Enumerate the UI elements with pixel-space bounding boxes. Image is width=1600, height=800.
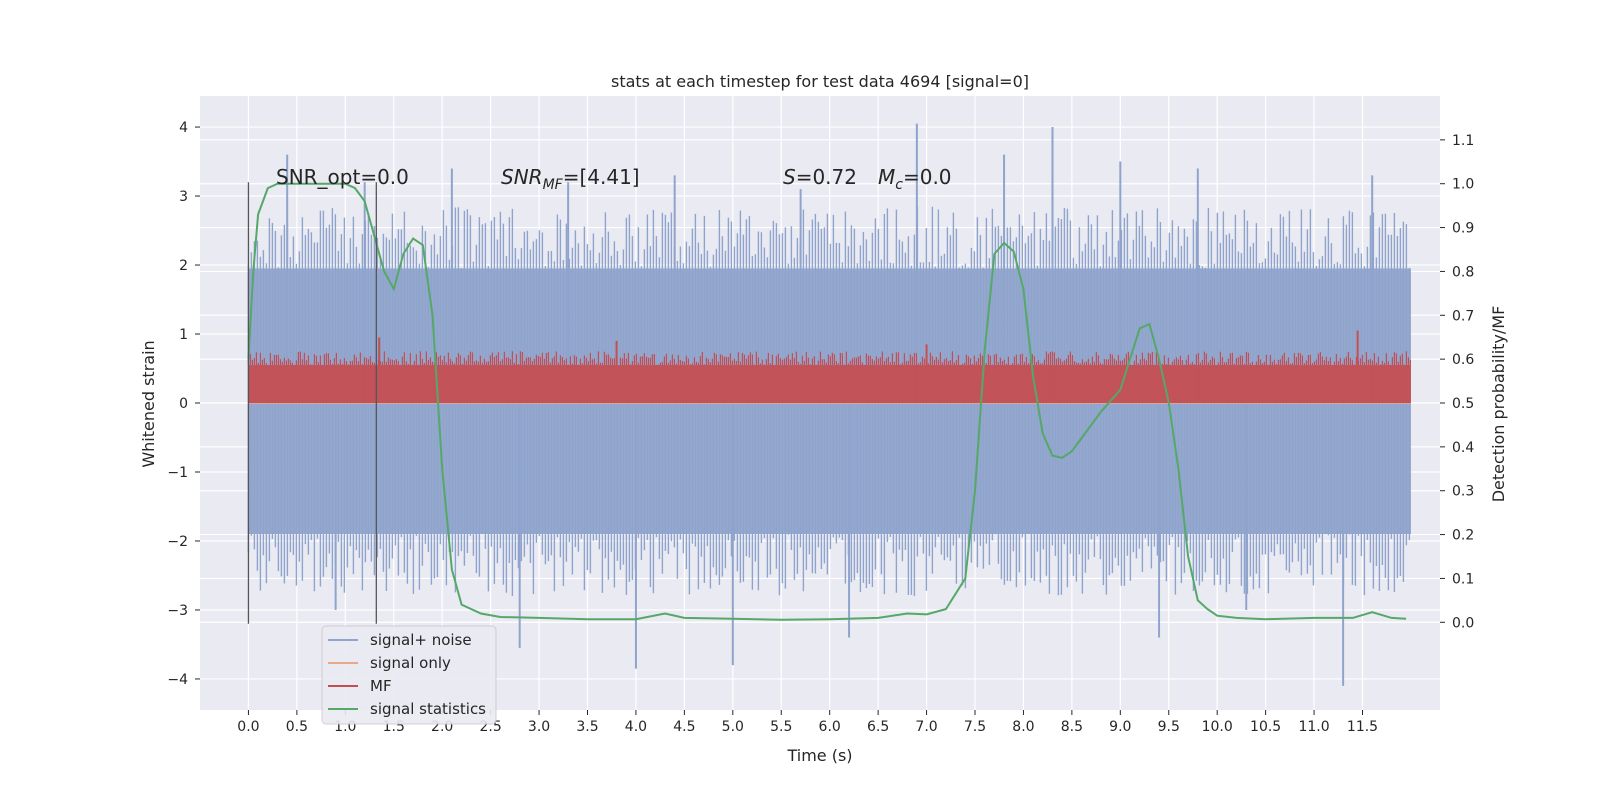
legend-label-signal-noise: signal+ noise — [370, 631, 472, 649]
mc-symbol: M — [878, 165, 895, 189]
y-right-tick-label: 0.7 — [1452, 308, 1474, 324]
x-tick-label: 8.5 — [1061, 719, 1083, 735]
s-value: =0.72 — [796, 165, 857, 189]
y-tick-label: 2 — [179, 258, 188, 274]
y-right-tick-label: 0.3 — [1452, 484, 1474, 500]
vertical-markers — [247, 182, 377, 624]
y-axis-label-right: Detection probability/MF — [1489, 306, 1508, 503]
snr-mf-subscript: MF — [543, 177, 564, 193]
snr-mf-value: =[4.41] — [563, 165, 640, 189]
x-tick-label: 10.0 — [1202, 719, 1233, 735]
x-tick-label: 7.5 — [964, 719, 986, 735]
y-tick-label: 3 — [179, 189, 188, 205]
legend-box — [321, 625, 497, 725]
s-annotation: S=0.72 — [783, 165, 857, 189]
x-tick-label: 6.0 — [819, 719, 841, 735]
x-tick-label: 5.5 — [770, 719, 792, 735]
y-right-tick-label: 0.0 — [1452, 615, 1474, 631]
legend-label-mf: MF — [370, 677, 392, 695]
y-right-tick-label: 0.6 — [1452, 352, 1474, 368]
x-tick-label: 0.5 — [286, 719, 308, 735]
legend-label-signal-statistics: signal statistics — [370, 700, 486, 718]
series-signal-statistics — [247, 182, 1407, 621]
axis-ticks: 0.0 0.5 1.0 1.5 2.0 2.5 3.0 3.5 4.0 4.5 5.0 5.5 6.0 6… — [167, 120, 1474, 735]
x-tick-label: 10.5 — [1250, 719, 1281, 735]
y-tick-label: 4 — [179, 120, 188, 136]
x-axis-label: Time (s) — [786, 746, 852, 765]
x-tick-label: 11.5 — [1347, 719, 1378, 735]
snr-opt-annotation: SNR_opt=0.0 — [276, 165, 409, 189]
snr-mf-symbol: SNR — [501, 165, 543, 189]
s-symbol: S — [783, 165, 796, 189]
y-right-tick-label: 0.4 — [1452, 440, 1474, 456]
snr-mf-annotation: SNRMF=[4.41] — [501, 165, 640, 193]
y-right-tick-label: 0.8 — [1452, 264, 1474, 280]
x-tick-label: 11.0 — [1298, 719, 1329, 735]
y-right-tick-label: 0.1 — [1452, 571, 1474, 587]
x-tick-label: 8.0 — [1012, 719, 1034, 735]
y-tick-label: 1 — [179, 327, 188, 343]
x-tick-label: 7.0 — [915, 719, 937, 735]
x-tick-label: 5.0 — [722, 719, 744, 735]
x-tick-label: 6.5 — [867, 719, 889, 735]
y-axis-label: Whitened strain — [139, 340, 158, 467]
y-tick-label: 0 — [179, 396, 188, 412]
y-tick-label: −2 — [167, 534, 188, 550]
x-tick-label: 4.0 — [625, 719, 647, 735]
chart-title: stats at each timestep for test data 469… — [611, 72, 1029, 91]
mc-value: =0.0 — [903, 165, 952, 189]
y-tick-label: −4 — [167, 672, 188, 688]
series-mf — [247, 330, 1411, 403]
legend: signal+ noise signal only MF signal stat… — [321, 625, 497, 725]
y-right-tick-label: 0.5 — [1452, 396, 1474, 412]
x-tick-label: 4.5 — [673, 719, 695, 735]
x-tick-label: 0.0 — [237, 719, 259, 735]
y-tick-label: −3 — [167, 603, 188, 619]
y-tick-label: −1 — [167, 465, 188, 481]
series-layer — [247, 123, 1411, 686]
x-tick-label: 9.0 — [1109, 719, 1131, 735]
mc-annotation: Mc=0.0 — [878, 165, 952, 193]
mf-band — [248, 365, 1411, 403]
x-tick-label: 3.5 — [576, 719, 598, 735]
mc-subscript: c — [895, 177, 903, 193]
y-right-tick-label: 1.1 — [1452, 133, 1474, 149]
y-right-tick-label: 0.2 — [1452, 528, 1474, 544]
x-tick-label: 9.5 — [1158, 719, 1180, 735]
y-right-tick-label: 0.9 — [1452, 221, 1474, 237]
legend-label-signal-only: signal only — [370, 654, 451, 672]
y-right-tick-label: 1.0 — [1452, 177, 1474, 193]
x-tick-label: 3.0 — [528, 719, 550, 735]
